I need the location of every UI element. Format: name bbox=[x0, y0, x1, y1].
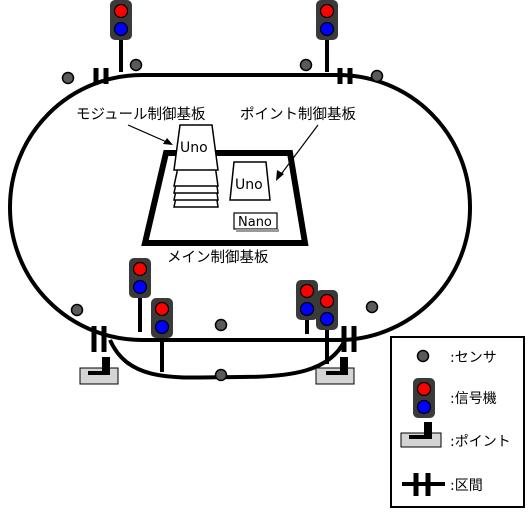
sensors bbox=[61, 58, 384, 382]
section-break-bottom-left bbox=[91, 326, 107, 352]
nano-label: Nano bbox=[238, 215, 272, 230]
signal-lower-left-siding bbox=[150, 297, 174, 339]
uno-board-right bbox=[229, 161, 271, 201]
sensor bbox=[365, 300, 379, 314]
legend: :センサ :信号機 :ポイント :区間 bbox=[390, 336, 525, 508]
section-break-bottom-right bbox=[341, 326, 357, 352]
sensor bbox=[129, 58, 143, 72]
main-board-label: メイン制御基板 bbox=[167, 248, 269, 266]
legend-point-icon bbox=[400, 422, 442, 448]
legend-box bbox=[390, 336, 525, 508]
sensor bbox=[214, 368, 228, 382]
legend-section-icon bbox=[402, 473, 445, 496]
section-break-top-right bbox=[337, 68, 353, 84]
point-board-label: ポイント制御基板 bbox=[240, 105, 356, 123]
signal-lower-left-main bbox=[128, 257, 152, 299]
module-board-label: モジュール制御基板 bbox=[76, 105, 206, 123]
signal-top-right bbox=[315, 0, 339, 41]
arrow-point-board bbox=[278, 124, 319, 178]
uno-right-label: Uno bbox=[235, 177, 263, 193]
legend-section-label: :区間 bbox=[450, 478, 483, 494]
sensor bbox=[214, 318, 228, 332]
legend-signal-label: :信号機 bbox=[450, 391, 497, 407]
arrow-head bbox=[276, 170, 284, 181]
legend-sensor-label: :センサ bbox=[450, 350, 497, 366]
signal-lower-right-main bbox=[295, 279, 319, 321]
main-board-outline bbox=[141, 150, 309, 246]
legend-signal-icon bbox=[412, 377, 436, 419]
signal-top-left bbox=[109, 0, 133, 41]
module-board-stack bbox=[173, 124, 219, 208]
arrow-module-board bbox=[127, 124, 170, 144]
sensor bbox=[370, 69, 384, 83]
point-left bbox=[79, 357, 119, 385]
legend-point-label: :ポイント bbox=[450, 434, 511, 450]
signal-lower-right-siding bbox=[315, 289, 339, 331]
section-break-top-left bbox=[93, 68, 109, 84]
uno-left-label: Uno bbox=[180, 140, 208, 156]
sensor bbox=[70, 303, 84, 317]
sensor bbox=[61, 71, 75, 85]
siding-track bbox=[108, 339, 347, 380]
uno-board-left bbox=[173, 124, 219, 171]
legend-sensor-icon bbox=[416, 349, 430, 363]
main-loop-track bbox=[8, 73, 472, 342]
arrow-head bbox=[163, 138, 173, 145]
sensor bbox=[299, 58, 313, 72]
nano-board-shadow bbox=[236, 229, 279, 232]
point-right bbox=[315, 357, 355, 385]
